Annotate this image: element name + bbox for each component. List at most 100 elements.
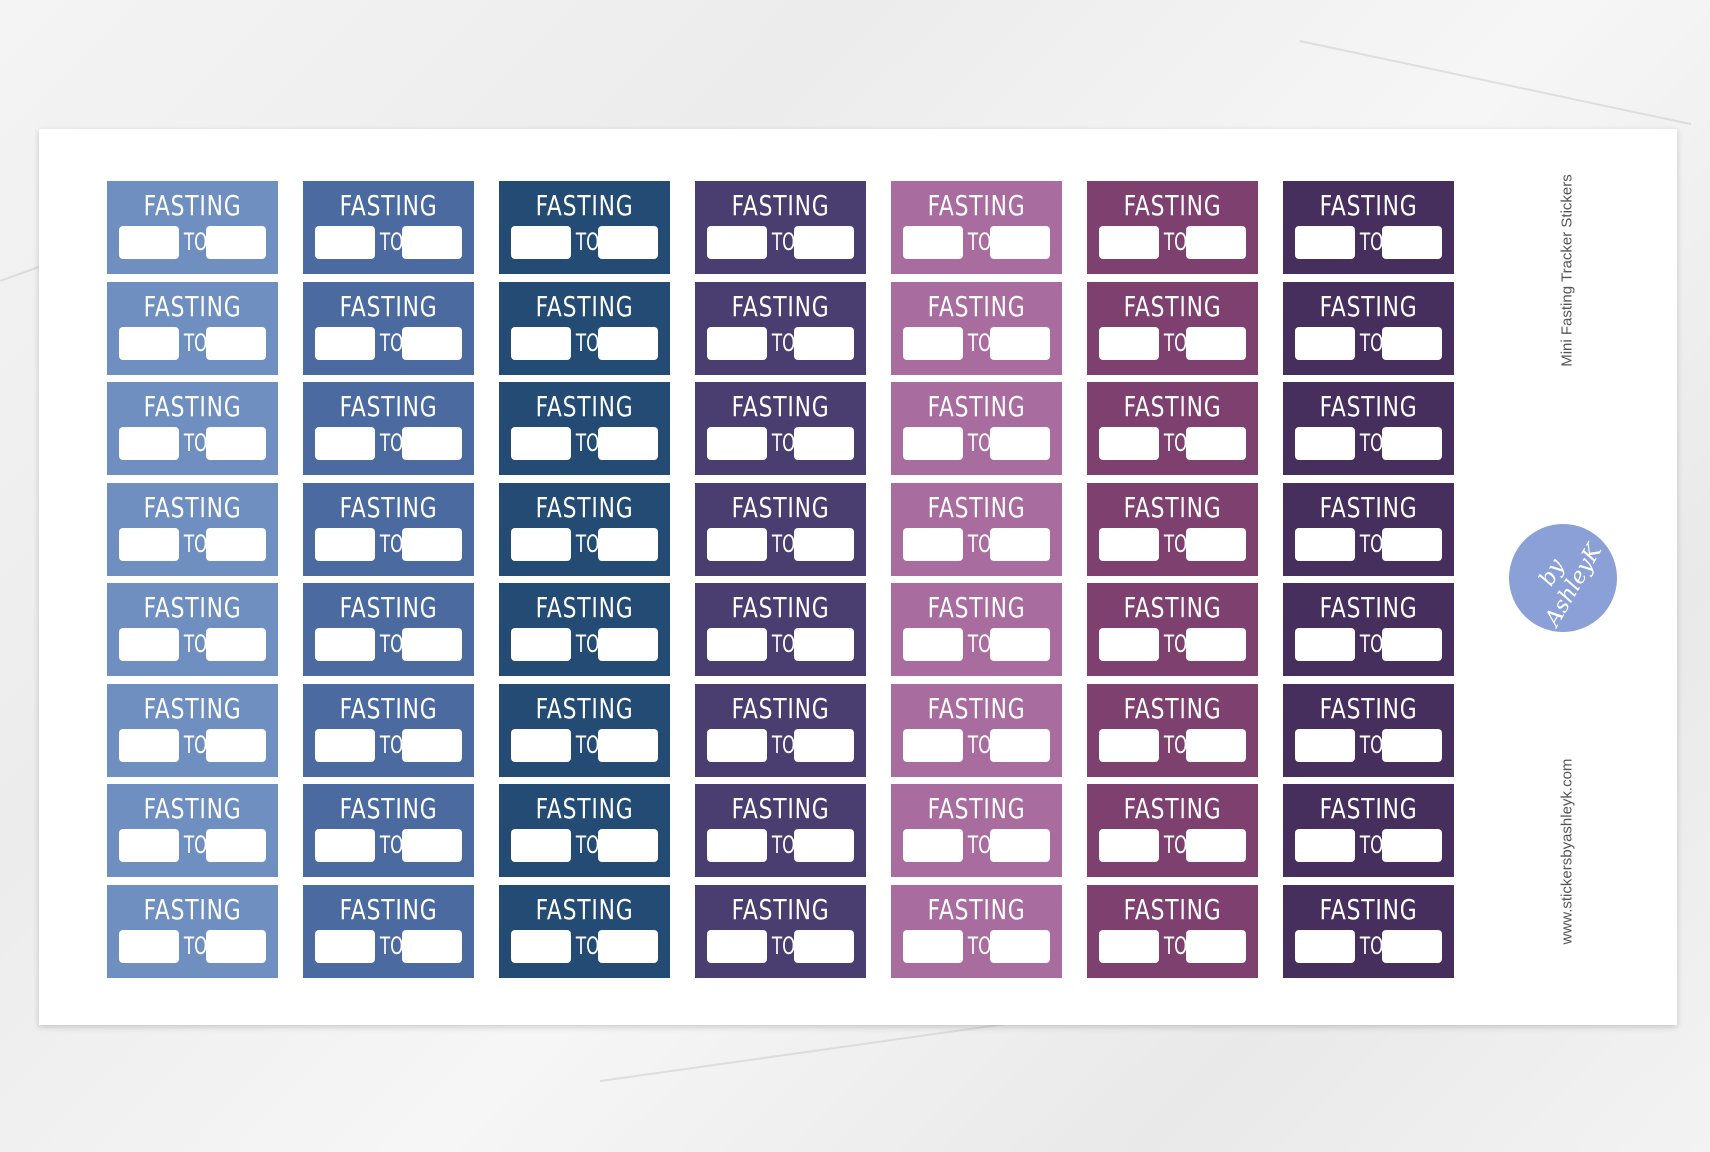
start-time-box <box>1295 326 1355 360</box>
start-time-box <box>511 628 571 661</box>
sticker-separator: TO <box>183 831 208 859</box>
fasting-sticker: FASTING TO <box>499 583 670 676</box>
fasting-sticker: FASTING TO <box>891 281 1062 375</box>
sticker-separator: TO <box>771 228 796 256</box>
fasting-sticker: FASTING TO <box>1283 382 1454 475</box>
sticker-separator: TO <box>1359 831 1384 859</box>
sticker-title: FASTING <box>1123 591 1222 624</box>
end-time-box <box>598 326 658 360</box>
sticker-sheet: FASTING TO FASTING TO FASTING TO FASTING TO FAST… <box>39 129 1677 1025</box>
start-time-box <box>1295 929 1355 963</box>
fasting-sticker: FASTING TO <box>107 784 278 877</box>
start-time-box <box>119 226 179 259</box>
end-time-box <box>990 427 1050 460</box>
start-time-box <box>1099 628 1159 661</box>
end-time-box <box>598 628 658 661</box>
sticker-title: FASTING <box>143 892 242 926</box>
sticker-title: FASTING <box>1123 390 1222 423</box>
sticker-separator: TO <box>1359 228 1384 256</box>
start-time-box <box>1099 427 1159 460</box>
sticker-title: FASTING <box>731 691 830 725</box>
end-time-box <box>990 728 1050 762</box>
sticker-separator: TO <box>379 831 404 859</box>
end-time-box <box>990 527 1050 561</box>
end-time-box <box>402 929 462 963</box>
sticker-title: FASTING <box>339 892 438 926</box>
start-time-box <box>903 628 963 661</box>
end-time-box <box>1186 628 1246 661</box>
logo-text: by AshleyK <box>1534 539 1608 631</box>
sticker-separator: TO <box>379 328 404 357</box>
sticker-title: FASTING <box>143 490 242 524</box>
start-time-box <box>1099 527 1159 561</box>
marble-vein <box>1299 40 1692 126</box>
end-time-box <box>206 226 266 259</box>
fasting-sticker: FASTING TO <box>695 281 866 375</box>
end-time-box <box>598 226 658 259</box>
sticker-separator: TO <box>1359 328 1384 357</box>
fasting-sticker: FASTING TO <box>303 583 474 676</box>
start-time-box <box>315 628 375 661</box>
end-time-box <box>1186 527 1246 561</box>
sticker-title: FASTING <box>339 289 438 323</box>
sticker-title: FASTING <box>731 792 830 825</box>
sticker-title: FASTING <box>927 390 1026 423</box>
start-time-box <box>511 929 571 963</box>
sticker-separator: TO <box>771 630 796 658</box>
sticker-separator: TO <box>575 831 600 859</box>
sticker-title: FASTING <box>535 792 634 825</box>
fasting-sticker: FASTING TO <box>303 181 474 274</box>
end-time-box <box>1382 628 1442 661</box>
start-time-box <box>511 527 571 561</box>
sticker-separator: TO <box>967 630 992 658</box>
start-time-box <box>1099 728 1159 762</box>
sticker-title: FASTING <box>1319 289 1418 323</box>
end-time-box <box>402 829 462 862</box>
fasting-sticker: FASTING TO <box>1087 583 1258 676</box>
start-time-box <box>511 728 571 762</box>
sticker-separator: TO <box>575 328 600 357</box>
sticker-title: FASTING <box>1123 490 1222 524</box>
end-time-box <box>1382 326 1442 360</box>
sticker-title: FASTING <box>1319 591 1418 624</box>
end-time-box <box>1382 728 1442 762</box>
sticker-title: FASTING <box>927 490 1026 524</box>
sticker-title: FASTING <box>927 892 1026 926</box>
start-time-box <box>119 427 179 460</box>
end-time-box <box>794 427 854 460</box>
sticker-separator: TO <box>575 529 600 558</box>
sticker-separator: TO <box>575 228 600 256</box>
end-time-box <box>598 829 658 862</box>
fasting-sticker: FASTING TO <box>891 884 1062 978</box>
fasting-sticker: FASTING TO <box>1283 181 1454 274</box>
sticker-separator: TO <box>1163 630 1188 658</box>
fasting-sticker: FASTING TO <box>499 683 670 777</box>
fasting-sticker: FASTING TO <box>107 382 278 475</box>
end-time-box <box>402 527 462 561</box>
start-time-box <box>315 226 375 259</box>
fasting-sticker: FASTING TO <box>695 884 866 978</box>
end-time-box <box>206 728 266 762</box>
start-time-box <box>1295 628 1355 661</box>
sticker-separator: TO <box>771 730 796 759</box>
fasting-sticker: FASTING TO <box>891 382 1062 475</box>
sticker-title: FASTING <box>535 390 634 423</box>
sticker-title: FASTING <box>143 591 242 624</box>
sticker-separator: TO <box>967 328 992 357</box>
end-time-box <box>990 628 1050 661</box>
end-time-box <box>402 226 462 259</box>
end-time-box <box>206 929 266 963</box>
start-time-box <box>903 427 963 460</box>
fasting-sticker: FASTING TO <box>499 281 670 375</box>
start-time-box <box>119 929 179 963</box>
sticker-separator: TO <box>575 931 600 960</box>
end-time-box <box>206 527 266 561</box>
sticker-title: FASTING <box>1123 792 1222 825</box>
fasting-sticker: FASTING TO <box>695 382 866 475</box>
fasting-sticker: FASTING TO <box>891 683 1062 777</box>
start-time-box <box>511 326 571 360</box>
sticker-title: FASTING <box>143 289 242 323</box>
start-time-box <box>1295 226 1355 259</box>
end-time-box <box>794 326 854 360</box>
end-time-box <box>1382 226 1442 259</box>
